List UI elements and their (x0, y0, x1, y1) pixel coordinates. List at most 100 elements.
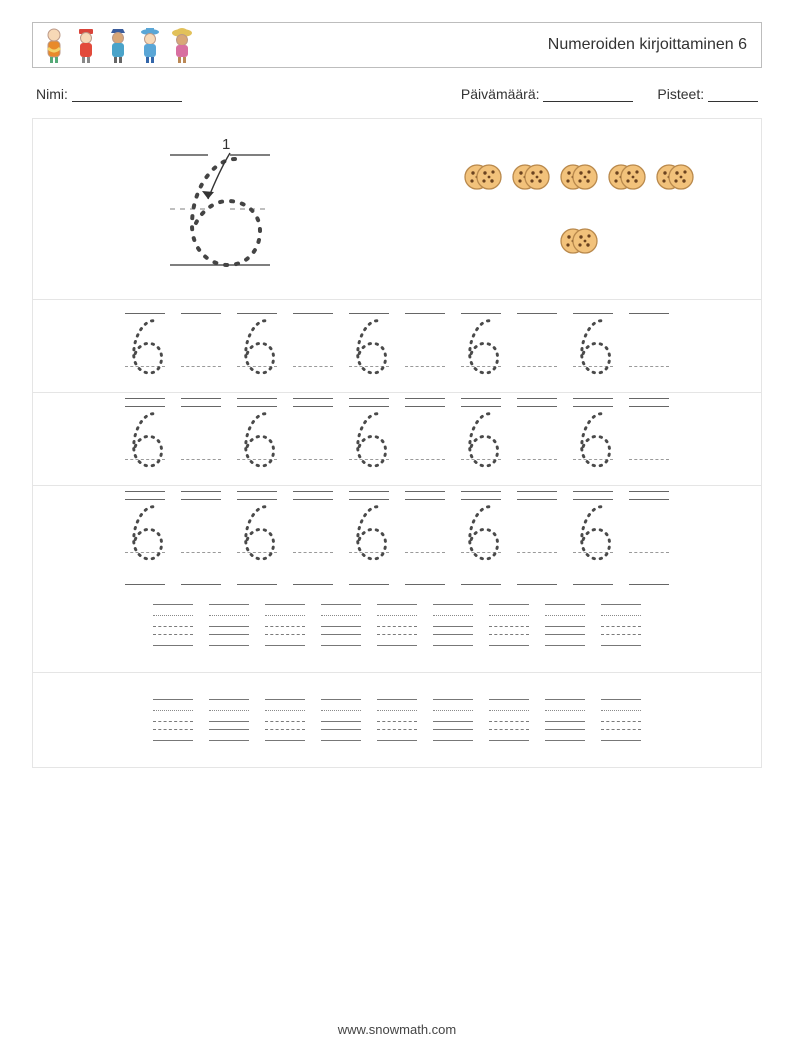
practice-cell[interactable] (313, 604, 369, 646)
trace-cell[interactable] (565, 406, 621, 472)
trace-row (33, 486, 761, 578)
name-field: Nimi: (36, 86, 182, 102)
dotted-six-icon (573, 313, 613, 379)
guide-spacer[interactable] (621, 313, 677, 379)
guide-spacer[interactable] (173, 406, 229, 472)
name-label: Nimi: (36, 86, 68, 102)
dotted-six-icon (573, 406, 613, 472)
dotted-six-icon (461, 313, 501, 379)
dotted-six-icon (349, 406, 389, 472)
score-label: Pisteet: (657, 86, 704, 102)
practice-cell[interactable] (425, 699, 481, 741)
guide-spacer[interactable] (509, 499, 565, 565)
cookie-icon (462, 162, 502, 192)
dotted-six-icon (461, 406, 501, 472)
cookie-icon (558, 162, 598, 192)
kid-icon (105, 27, 131, 63)
guide-spacer[interactable] (173, 499, 229, 565)
kid-icon (41, 27, 67, 63)
practice-cell[interactable] (369, 699, 425, 741)
footer-url: www.snowmath.com (0, 1022, 794, 1037)
guide-spacer[interactable] (509, 313, 565, 379)
trace-cell[interactable] (565, 313, 621, 379)
dotted-six-icon (349, 499, 389, 565)
date-field: Päivämäärä: (461, 86, 633, 102)
worksheet-body: 1 (32, 118, 762, 768)
guide-spacer[interactable] (285, 499, 341, 565)
kid-icon (73, 27, 99, 63)
trace-row (33, 300, 761, 393)
practice-cell[interactable] (201, 699, 257, 741)
cookie-icon (654, 162, 694, 192)
stroke-number: 1 (222, 136, 230, 153)
cookie-row-bottom (560, 226, 598, 256)
meta-right: Päivämäärä: Pisteet: (461, 86, 758, 102)
cookie-row-top (464, 162, 694, 192)
trace-cell[interactable] (117, 313, 173, 379)
dotted-six-icon (237, 313, 277, 379)
cookie-icon (510, 162, 550, 192)
kid-icon (137, 27, 163, 63)
blank-practice-row (33, 578, 761, 673)
trace-cell[interactable] (453, 313, 509, 379)
meta-left: Nimi: (36, 86, 182, 102)
trace-cell[interactable] (117, 499, 173, 565)
practice-cell[interactable] (481, 699, 537, 741)
practice-cell[interactable] (257, 604, 313, 646)
practice-cell[interactable] (537, 604, 593, 646)
practice-cell[interactable] (145, 699, 201, 741)
practice-cell[interactable] (537, 699, 593, 741)
name-blank[interactable] (72, 87, 182, 102)
worksheet-title: Numeroiden kirjoittaminen 6 (548, 36, 747, 54)
trace-row (33, 393, 761, 486)
dotted-six-icon (349, 313, 389, 379)
practice-cell[interactable] (201, 604, 257, 646)
practice-cell[interactable] (481, 604, 537, 646)
header-bar: Numeroiden kirjoittaminen 6 (32, 22, 762, 68)
date-label: Päivämäärä: (461, 86, 540, 102)
demo-row: 1 (33, 119, 761, 300)
trace-cell[interactable] (453, 406, 509, 472)
dotted-six-icon (125, 499, 165, 565)
dotted-six-icon (125, 313, 165, 379)
dotted-six-icon (237, 406, 277, 472)
practice-cell[interactable] (145, 604, 201, 646)
guide-spacer[interactable] (397, 313, 453, 379)
meta-line: Nimi: Päivämäärä: Pisteet: (36, 86, 758, 102)
trace-cell[interactable] (229, 499, 285, 565)
date-blank[interactable] (543, 87, 633, 102)
trace-cell[interactable] (453, 499, 509, 565)
practice-cell[interactable] (313, 699, 369, 741)
cookie-icon (558, 226, 598, 256)
worksheet-page: Numeroiden kirjoittaminen 6 Nimi: Päiväm… (0, 0, 794, 1053)
trace-cell[interactable] (229, 406, 285, 472)
trace-cell[interactable] (341, 313, 397, 379)
trace-cell[interactable] (229, 313, 285, 379)
guide-spacer[interactable] (509, 406, 565, 472)
score-field: Pisteet: (657, 86, 758, 102)
trace-cell[interactable] (565, 499, 621, 565)
guide-spacer[interactable] (173, 313, 229, 379)
practice-cell[interactable] (593, 604, 649, 646)
trace-cell[interactable] (341, 406, 397, 472)
practice-cell[interactable] (593, 699, 649, 741)
dotted-six-icon (461, 499, 501, 565)
dotted-six-icon (125, 406, 165, 472)
guide-spacer[interactable] (397, 406, 453, 472)
practice-cell[interactable] (425, 604, 481, 646)
trace-cell[interactable] (341, 499, 397, 565)
practice-cell[interactable] (257, 699, 313, 741)
guide-spacer[interactable] (621, 406, 677, 472)
guide-spacer[interactable] (621, 499, 677, 565)
guide-spacer[interactable] (285, 406, 341, 472)
cookie-icon (606, 162, 646, 192)
practice-cell[interactable] (369, 604, 425, 646)
demo-cookies (397, 119, 761, 299)
trace-cell[interactable] (117, 406, 173, 472)
kids-icon-strip (41, 27, 195, 63)
guide-spacer[interactable] (285, 313, 341, 379)
guide-spacer[interactable] (397, 499, 453, 565)
dotted-six-icon (573, 499, 613, 565)
dotted-six-icon (237, 499, 277, 565)
score-blank[interactable] (708, 87, 758, 102)
